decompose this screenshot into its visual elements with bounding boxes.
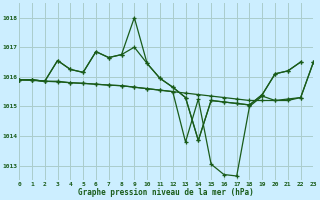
X-axis label: Graphe pression niveau de la mer (hPa): Graphe pression niveau de la mer (hPa) xyxy=(78,188,254,197)
